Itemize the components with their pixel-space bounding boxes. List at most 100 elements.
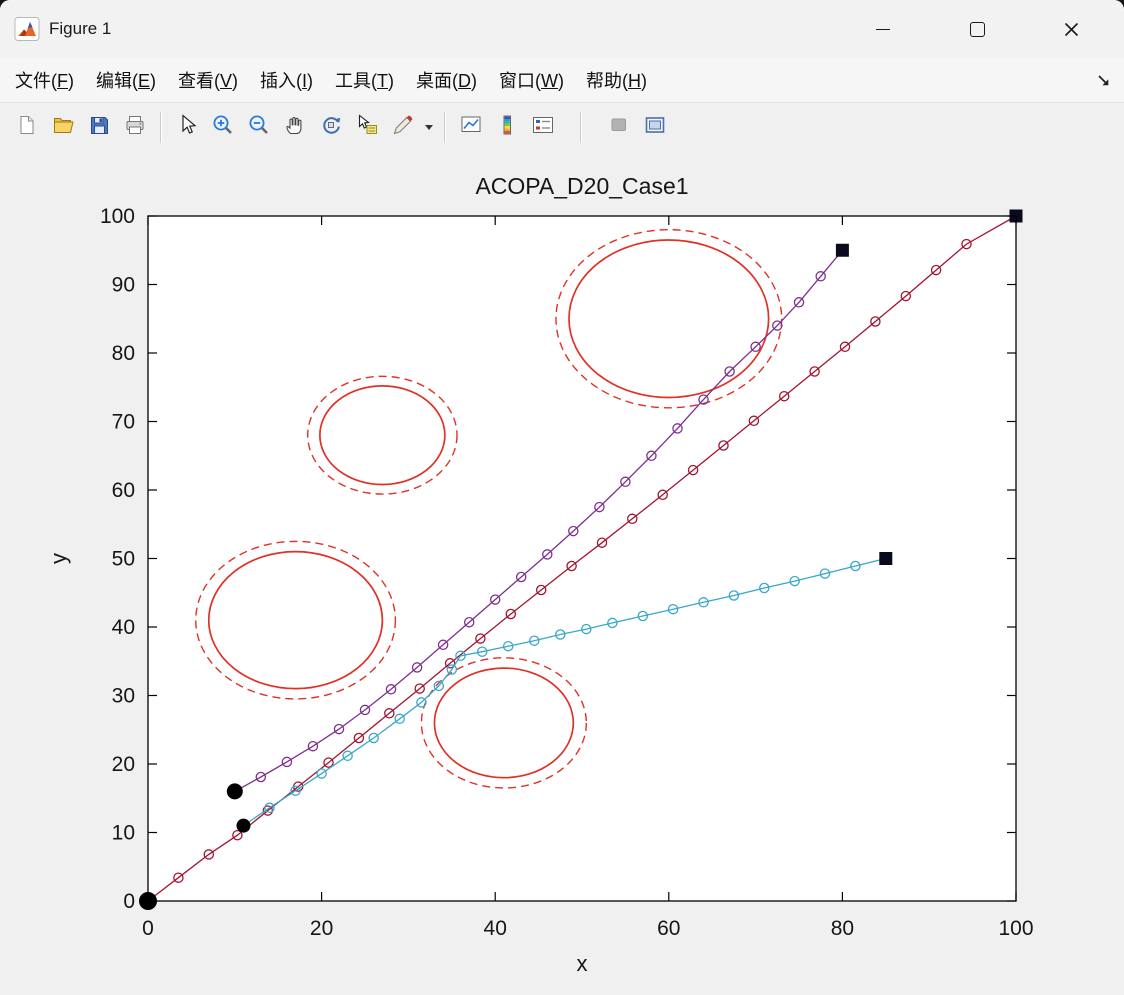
menu-item-d[interactable]: 桌面(D) bbox=[416, 71, 478, 91]
data-cursor-icon bbox=[355, 113, 379, 142]
menu-item-h[interactable]: 帮助(H) bbox=[586, 71, 648, 91]
path-3-waypoint-marker bbox=[394, 713, 405, 725]
obstacle-circle bbox=[319, 385, 446, 486]
x-tick-label: 60 bbox=[657, 917, 680, 940]
path-3-waypoint-marker bbox=[476, 646, 488, 657]
menu-bar: 文件(F) 编辑(E) 查看(V) 插入(I) 工具(T) 桌面(D) 窗口(W) 帮助(H) bbox=[0, 58, 1124, 103]
toolbar-separator bbox=[160, 112, 161, 143]
close-button[interactable] bbox=[1060, 18, 1082, 40]
close-icon bbox=[1064, 22, 1078, 36]
brush-dropdown-button[interactable] bbox=[422, 111, 435, 144]
disabled-tool-button bbox=[602, 111, 635, 144]
path-2-waypoint-marker bbox=[620, 476, 631, 488]
brush-button[interactable] bbox=[386, 111, 419, 144]
menu-item-f[interactable]: 文件(F) bbox=[15, 71, 74, 91]
pan-hand-icon bbox=[283, 113, 307, 142]
path-2-waypoint-marker bbox=[568, 525, 579, 537]
pointer-button[interactable] bbox=[170, 111, 203, 144]
path-3-waypoint-marker bbox=[581, 623, 592, 635]
menu-items: 文件(F) 编辑(E) 查看(V) 插入(I) 工具(T) 桌面(D) 窗口(W) 帮助(H) bbox=[4, 60, 658, 100]
plot-axes[interactable]: 0 20 40 60 80 100 0 10 20 30 40 50 60 70 80 90 100 ACOPA_… bbox=[0, 152, 1124, 995]
y-tick-label: 10 bbox=[112, 822, 135, 845]
open-file-button[interactable] bbox=[46, 111, 79, 144]
start-point-marker bbox=[226, 783, 243, 800]
y-tick-label: 80 bbox=[112, 342, 135, 365]
window-controls bbox=[872, 18, 1124, 40]
path-3-waypoint-marker bbox=[416, 697, 427, 708]
link-plot-button[interactable] bbox=[454, 111, 487, 144]
path-2-waypoint-marker bbox=[411, 662, 423, 673]
path-2-waypoint-marker bbox=[672, 423, 683, 434]
x-tick-label: 80 bbox=[831, 917, 854, 940]
x-axis-label: x bbox=[577, 951, 588, 976]
dock-window-icon bbox=[643, 113, 667, 142]
menu-item-i[interactable]: 插入(I) bbox=[260, 71, 314, 91]
path-1-waypoint-marker bbox=[778, 390, 790, 402]
zoom-out-button[interactable] bbox=[242, 111, 275, 144]
path-3-waypoint-marker bbox=[850, 560, 861, 572]
pan-hand-button[interactable] bbox=[278, 111, 311, 144]
path-3-waypoint-marker bbox=[698, 597, 709, 608]
path-1-waypoint-marker bbox=[535, 584, 547, 596]
minimize-icon bbox=[876, 28, 890, 30]
legend-icon bbox=[531, 113, 555, 142]
open-file-icon bbox=[51, 113, 75, 142]
start-point-marker bbox=[236, 818, 251, 833]
rotate-3d-button[interactable] bbox=[314, 111, 347, 144]
print-button[interactable] bbox=[118, 111, 151, 144]
y-axis-label: y bbox=[46, 553, 71, 564]
y-tick-label: 90 bbox=[112, 274, 135, 297]
path-2-waypoint-marker bbox=[463, 616, 475, 628]
new-figure-button[interactable] bbox=[10, 111, 43, 144]
y-tick-label: 0 bbox=[123, 890, 135, 913]
path-1-waypoint-marker bbox=[596, 537, 608, 548]
title-bar: Figure 1 bbox=[0, 0, 1124, 58]
path-3-waypoint-marker bbox=[446, 664, 458, 675]
obstacle-margin-circle bbox=[555, 228, 783, 409]
path-2-waypoint-marker bbox=[772, 320, 783, 331]
chart-title: ACOPA_D20_Case1 bbox=[475, 173, 688, 199]
chevron-down-icon bbox=[424, 125, 433, 130]
path-1-waypoint-marker bbox=[718, 440, 729, 451]
maximize-button[interactable] bbox=[966, 18, 988, 40]
path-3-waypoint-marker bbox=[455, 650, 466, 662]
path-2-line bbox=[234, 249, 843, 792]
x-tick-label: 20 bbox=[310, 917, 333, 940]
data-cursor-button[interactable] bbox=[350, 111, 383, 144]
zoom-in-button[interactable] bbox=[206, 111, 239, 144]
menu-item-t[interactable]: 工具(T) bbox=[335, 71, 395, 91]
save-button[interactable] bbox=[82, 111, 115, 144]
path-1-waypoint-marker bbox=[900, 290, 912, 302]
y-tick-label: 20 bbox=[112, 753, 135, 776]
y-tick-label: 30 bbox=[112, 685, 135, 708]
dock-window-button[interactable] bbox=[638, 111, 671, 144]
path-3-waypoint-marker bbox=[368, 732, 379, 744]
menu-item-v[interactable]: 查看(V) bbox=[178, 71, 239, 91]
path-2-waypoint-marker bbox=[724, 366, 735, 377]
figure-canvas: 0 20 40 60 80 100 0 10 20 30 40 50 60 70 80 90 100 ACOPA_… bbox=[0, 152, 1124, 995]
path-1-waypoint-marker bbox=[232, 829, 243, 841]
obstacle-circle bbox=[207, 550, 384, 690]
legend-button[interactable] bbox=[526, 111, 559, 144]
path-2-waypoint-marker bbox=[646, 450, 657, 462]
path-1-waypoint-marker bbox=[353, 732, 365, 744]
maximize-icon bbox=[969, 21, 985, 37]
colorbar-icon bbox=[495, 113, 519, 142]
save-icon bbox=[87, 113, 111, 142]
path-2-waypoint-marker bbox=[750, 341, 761, 353]
path-2-waypoint-marker bbox=[815, 271, 826, 282]
colorbar-button[interactable] bbox=[490, 111, 523, 144]
menu-item-e[interactable]: 编辑(E) bbox=[96, 71, 157, 91]
minimize-button[interactable] bbox=[872, 18, 894, 40]
path-1-waypoint-marker bbox=[566, 560, 577, 572]
path-3-waypoint-marker bbox=[264, 802, 275, 814]
path-2-waypoint-marker bbox=[359, 704, 371, 716]
menu-item-w[interactable]: 窗口(W) bbox=[499, 71, 565, 91]
path-2-waypoint-marker bbox=[437, 639, 449, 651]
dock-figure-arrow-icon[interactable] bbox=[1095, 72, 1112, 89]
path-2-waypoint-marker bbox=[255, 771, 267, 783]
path-3-waypoint-marker bbox=[819, 568, 831, 579]
path-1-waypoint-marker bbox=[384, 708, 395, 719]
path-2-waypoint-marker bbox=[307, 740, 319, 752]
